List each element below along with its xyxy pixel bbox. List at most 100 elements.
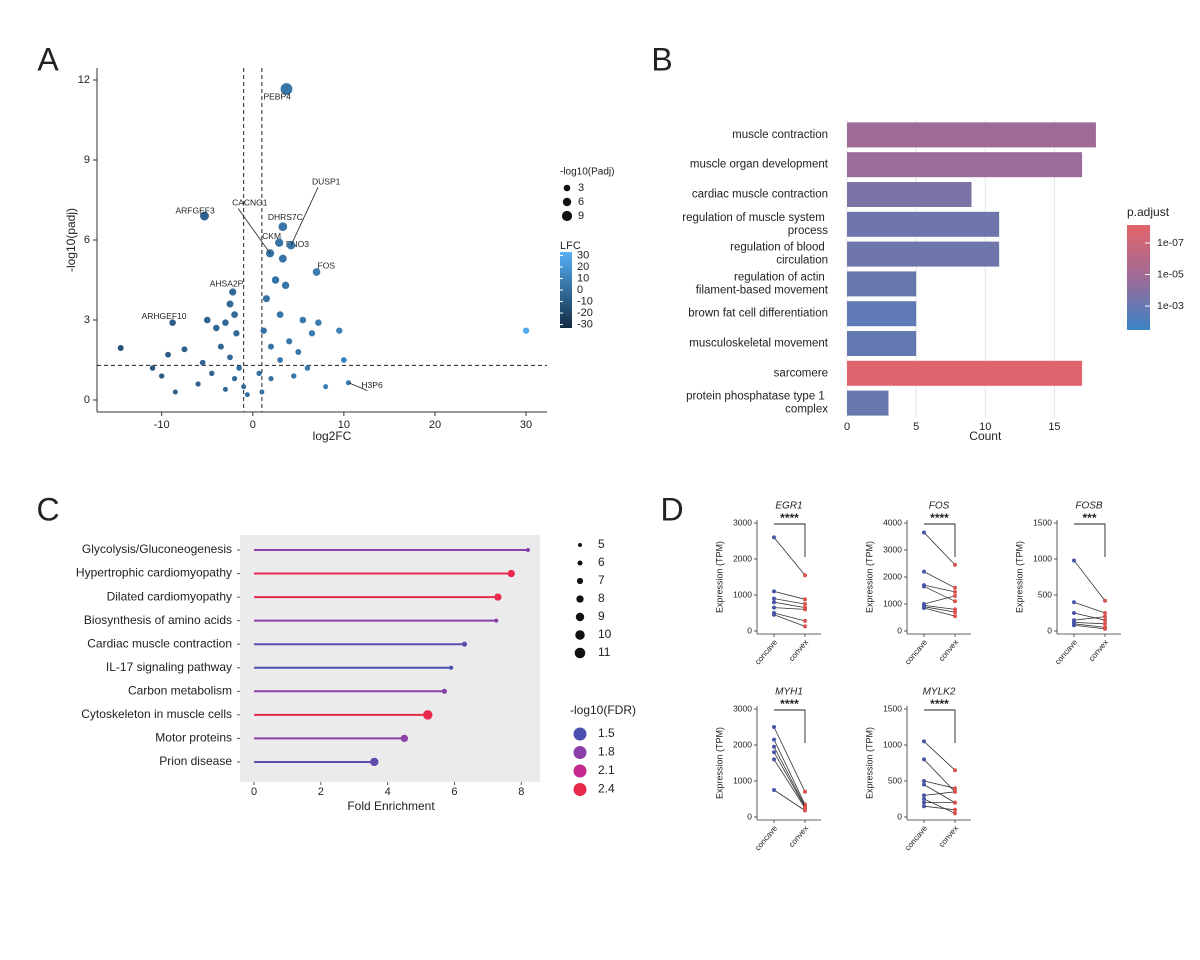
colorbar-label: 0	[577, 284, 583, 296]
category-label: Dilated cardiomyopathy	[107, 589, 232, 603]
bar	[847, 152, 1083, 178]
point	[295, 349, 302, 355]
lollipop-dot	[441, 688, 448, 694]
legend-label: 1.8	[598, 745, 615, 759]
pair-line	[923, 584, 956, 593]
point-label: DHRS7C	[268, 212, 303, 222]
pair-line	[773, 759, 806, 809]
legend-size	[561, 210, 573, 222]
plot-title: MYLK2	[923, 687, 956, 698]
legend-label: 11	[598, 645, 611, 659]
point	[231, 311, 238, 319]
y-tick-label: 12	[78, 74, 90, 86]
pair-line	[773, 612, 806, 622]
point-label: PEBP4	[263, 91, 291, 101]
bar	[847, 241, 1000, 267]
lollipop-dot	[400, 734, 409, 743]
point-concave	[922, 757, 926, 762]
pair-line	[923, 607, 956, 617]
x-tick-label: 15	[1048, 421, 1060, 433]
point-convex	[953, 800, 957, 805]
x-axis-title: Count	[969, 429, 1002, 443]
point	[199, 359, 206, 366]
point-convex	[1103, 618, 1107, 623]
lollipop-dot	[423, 710, 433, 720]
pair-line	[923, 604, 956, 610]
point	[159, 373, 165, 379]
pair-line	[923, 606, 956, 613]
point-label: ARHGEF10	[142, 311, 187, 321]
y-axis-title: Expression (TPM)	[714, 727, 724, 799]
point-concave	[772, 750, 776, 755]
point-concave	[922, 739, 926, 744]
category-label: IL-17 signaling pathway	[106, 660, 232, 674]
point-concave	[922, 779, 926, 783]
point-convex	[953, 811, 957, 816]
point-concave	[772, 737, 776, 742]
colorbar	[1127, 225, 1150, 330]
y-axis-title: Expression (TPM)	[1014, 541, 1024, 613]
x-tick-label: -10	[154, 419, 170, 431]
category-label: Glycolysis/Gluconeogenesis	[82, 542, 232, 556]
significance-bracket	[774, 709, 806, 743]
lollipop-dot	[449, 665, 454, 670]
pair-line	[773, 591, 806, 600]
point-concave	[772, 612, 776, 617]
x-tick-label: 2	[318, 786, 324, 798]
legend-label: 9	[598, 609, 605, 623]
legend-size	[576, 577, 584, 585]
y-tick-label: 1000	[883, 739, 902, 749]
x-axis-title: Fold Enrichment	[347, 799, 435, 813]
point-concave	[922, 793, 926, 798]
colorbar-label: 1e-05	[1157, 268, 1184, 280]
point-convex	[803, 607, 807, 612]
legend-size	[563, 184, 571, 192]
y-tick-label: 500	[888, 775, 902, 785]
point-label: ARFGEF3	[175, 205, 214, 215]
colorbar-label: 1e-03	[1157, 300, 1184, 312]
point-convex	[1103, 614, 1107, 619]
legend-size	[577, 560, 583, 566]
pair-line	[923, 780, 956, 789]
point-convex	[803, 808, 807, 813]
point	[278, 222, 288, 232]
point-convex	[1103, 621, 1107, 626]
legend-label: 2.1	[598, 763, 615, 777]
point-concave	[922, 797, 926, 801]
bar	[847, 211, 1000, 237]
point	[241, 384, 247, 390]
point-concave	[922, 584, 926, 589]
legend-title: -log10(FDR)	[570, 703, 636, 717]
category-label: brown fat cell differentiation	[688, 308, 828, 320]
colorbar-label: -30	[577, 318, 593, 330]
legend-label: 6	[598, 555, 605, 569]
point	[286, 241, 296, 250]
significance-bracket	[1074, 523, 1106, 557]
point	[262, 295, 270, 303]
legend-label: 10	[598, 627, 612, 641]
label-leader	[348, 382, 368, 392]
y-tick-label: 4000	[883, 517, 902, 527]
x-axis-title: log2FC	[313, 429, 352, 443]
plot-title: EGR1	[775, 501, 802, 512]
pair-line	[923, 759, 956, 793]
point-convex	[953, 589, 957, 594]
y-tick-label: 6	[84, 234, 90, 246]
legend-title: p.adjust	[1127, 205, 1170, 219]
y-tick-label: 3000	[883, 544, 902, 554]
category-label: muscle contraction	[732, 129, 828, 141]
y-tick-label: 3	[84, 314, 90, 326]
category-label: Motor proteins	[155, 731, 232, 745]
category-label: cardiac muscle contraction	[692, 189, 828, 201]
x-tick-label: 10	[338, 419, 350, 431]
legend-label: 9	[578, 210, 584, 222]
point	[203, 316, 211, 324]
lollipop-dot	[494, 593, 502, 601]
point	[312, 268, 321, 276]
point	[172, 389, 178, 395]
point	[291, 373, 297, 379]
point-concave	[772, 596, 776, 601]
point	[315, 319, 322, 326]
panel-label: B	[651, 41, 672, 77]
